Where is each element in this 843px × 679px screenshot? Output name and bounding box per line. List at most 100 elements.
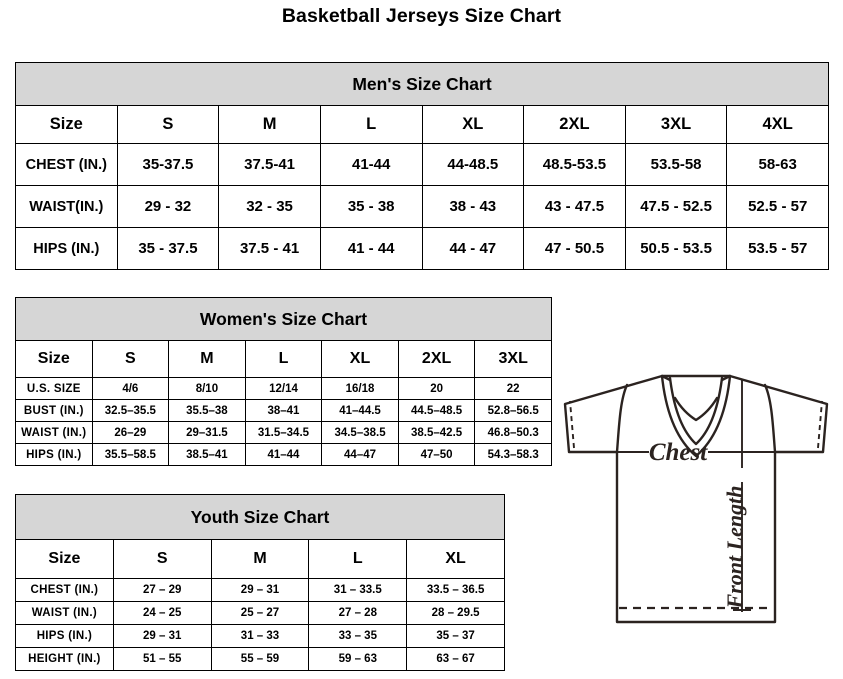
youth-column-header-row: Size S M L XL [15,539,505,579]
youth-height-m: 55 – 59 [210,647,310,671]
youth-height-xl: 63 – 67 [406,647,505,671]
womens-waist-l: 31.5–34.5 [244,421,323,444]
womens-col-header-m: M [168,340,246,378]
womens-bust-2xl: 44.5–48.5 [397,399,476,422]
mens-chest-m: 37.5-41 [218,143,321,186]
womens-column-header-row: Size S M L XL 2XL 3XL [15,340,552,378]
youth-row-label-hips: HIPS (IN.) [15,624,114,648]
jersey-measurement-diagram: Chest Front Length [527,352,837,672]
womens-us-size-m: 8/10 [168,377,246,400]
mens-hips-xl: 44 - 47 [421,227,525,270]
mens-hips-4xl: 53.5 - 57 [726,227,829,270]
youth-hips-xl: 35 – 37 [406,624,505,648]
mens-col-header-4xl: 4XL [726,105,829,144]
youth-waist-l: 27 – 28 [308,601,408,625]
jersey-left-armhole-seam [615,383,629,454]
womens-hips-3xl: 54.3–58.3 [474,443,552,466]
mens-row-label-waist: WAIST(IN.) [15,185,118,228]
womens-hips-s: 35.5–58.5 [91,443,170,466]
table-row: CHEST (IN.) 27 – 29 29 – 31 31 – 33.5 33… [15,578,505,602]
womens-row-label-waist: WAIST (IN.) [15,421,93,444]
youth-row-label-chest: CHEST (IN.) [15,578,114,602]
mens-col-header-2xl: 2XL [523,105,626,144]
jersey-right-sleeve-outline [720,374,829,454]
table-row: HIPS (IN.) 35.5–58.5 38.5–41 41–44 44–47… [15,443,552,466]
table-row: WAIST (IN.) 24 – 25 25 – 27 27 – 28 28 –… [15,601,505,625]
youth-hips-s: 29 – 31 [112,624,212,648]
youth-chest-s: 27 – 29 [112,578,212,602]
chest-label: Chest [649,439,708,466]
mens-col-header-l: L [319,105,423,144]
mens-col-header-3xl: 3XL [624,105,728,144]
front-length-label: Front Length [722,486,747,610]
womens-col-header-xl: XL [321,340,399,378]
womens-row-label-hips: HIPS (IN.) [15,443,93,466]
youth-chest-l: 31 – 33.5 [308,578,408,602]
youth-section-header-row: Youth Size Chart [15,494,505,540]
table-row: CHEST (IN.) 35-37.5 37.5-41 41-44 44-48.… [15,143,829,186]
table-row: WAIST (IN.) 26–29 29–31.5 31.5–34.5 34.5… [15,421,552,444]
womens-col-header-3xl: 3XL [474,340,552,378]
womens-col-header-size: Size [15,340,93,378]
womens-us-size-xl: 16/18 [321,377,399,400]
youth-waist-m: 25 – 27 [210,601,310,625]
youth-chest-xl: 33.5 – 36.5 [406,578,505,602]
womens-bust-l: 38–41 [244,399,323,422]
womens-size-table: Women's Size Chart Size S M L XL 2XL 3XL… [15,297,552,466]
jersey-vneck-outer [660,374,732,458]
youth-chest-m: 29 – 31 [210,578,310,602]
youth-hips-l: 33 – 35 [308,624,408,648]
womens-hips-2xl: 47–50 [397,443,476,466]
womens-bust-m: 35.5–38 [168,399,246,422]
womens-hips-l: 41–44 [244,443,323,466]
womens-bust-s: 32.5–35.5 [91,399,170,422]
table-row: HEIGHT (IN.) 51 – 55 55 – 59 59 – 63 63 … [15,647,505,671]
mens-waist-xl: 38 - 43 [421,185,525,228]
jersey-vneck-inner [668,376,724,446]
youth-row-label-waist: WAIST (IN.) [15,601,114,625]
womens-col-header-l: L [244,340,323,378]
womens-us-size-s: 4/6 [91,377,170,400]
mens-hips-3xl: 50.5 - 53.5 [624,227,728,270]
mens-row-label-chest: CHEST (IN.) [15,143,118,186]
youth-col-header-l: L [308,539,408,579]
youth-waist-s: 24 – 25 [112,601,212,625]
womens-hips-xl: 44–47 [321,443,399,466]
youth-col-header-s: S [112,539,212,579]
womens-waist-s: 26–29 [91,421,170,444]
youth-row-label-height: HEIGHT (IN.) [15,647,114,671]
womens-section-header-row: Women's Size Chart [15,297,552,341]
youth-col-header-m: M [210,539,310,579]
mens-chest-4xl: 58-63 [726,143,829,186]
jersey-neck-rib-arc [673,396,719,422]
mens-waist-m: 32 - 35 [218,185,321,228]
youth-height-s: 51 – 55 [112,647,212,671]
mens-waist-2xl: 43 - 47.5 [523,185,626,228]
mens-col-header-m: M [218,105,321,144]
page-title: Basketball Jerseys Size Chart [281,5,562,27]
womens-col-header-s: S [91,340,170,378]
mens-waist-4xl: 52.5 - 57 [726,185,829,228]
mens-chest-2xl: 48.5-53.5 [523,143,626,186]
mens-hips-m: 37.5 - 41 [218,227,321,270]
mens-row-label-hips: HIPS (IN.) [15,227,118,270]
table-row: WAIST(IN.) 29 - 32 32 - 35 35 - 38 38 - … [15,185,829,228]
table-row: HIPS (IN.) 29 – 31 31 – 33 33 – 35 35 – … [15,624,505,648]
table-row: BUST (IN.) 32.5–35.5 35.5–38 38–41 41–44… [15,399,552,422]
mens-chest-s: 35-37.5 [116,143,220,186]
mens-column-header-row: Size S M L XL 2XL 3XL 4XL [15,105,829,144]
womens-section-title: Women's Size Chart [15,297,552,341]
youth-waist-xl: 28 – 29.5 [406,601,505,625]
mens-hips-2xl: 47 - 50.5 [523,227,626,270]
mens-waist-s: 29 - 32 [116,185,220,228]
mens-chest-l: 41-44 [319,143,423,186]
womens-bust-3xl: 52.8–56.5 [474,399,552,422]
jersey-left-sleeve-outline [563,374,672,454]
table-row: HIPS (IN.) 35 - 37.5 37.5 - 41 41 - 44 4… [15,227,829,270]
mens-section-title: Men's Size Chart [15,62,829,106]
mens-col-header-s: S [116,105,220,144]
womens-row-label-bust: BUST (IN.) [15,399,93,422]
jersey-left-sleeve-hem-dash [569,400,575,449]
mens-chest-xl: 44-48.5 [421,143,525,186]
mens-waist-3xl: 47.5 - 52.5 [624,185,728,228]
